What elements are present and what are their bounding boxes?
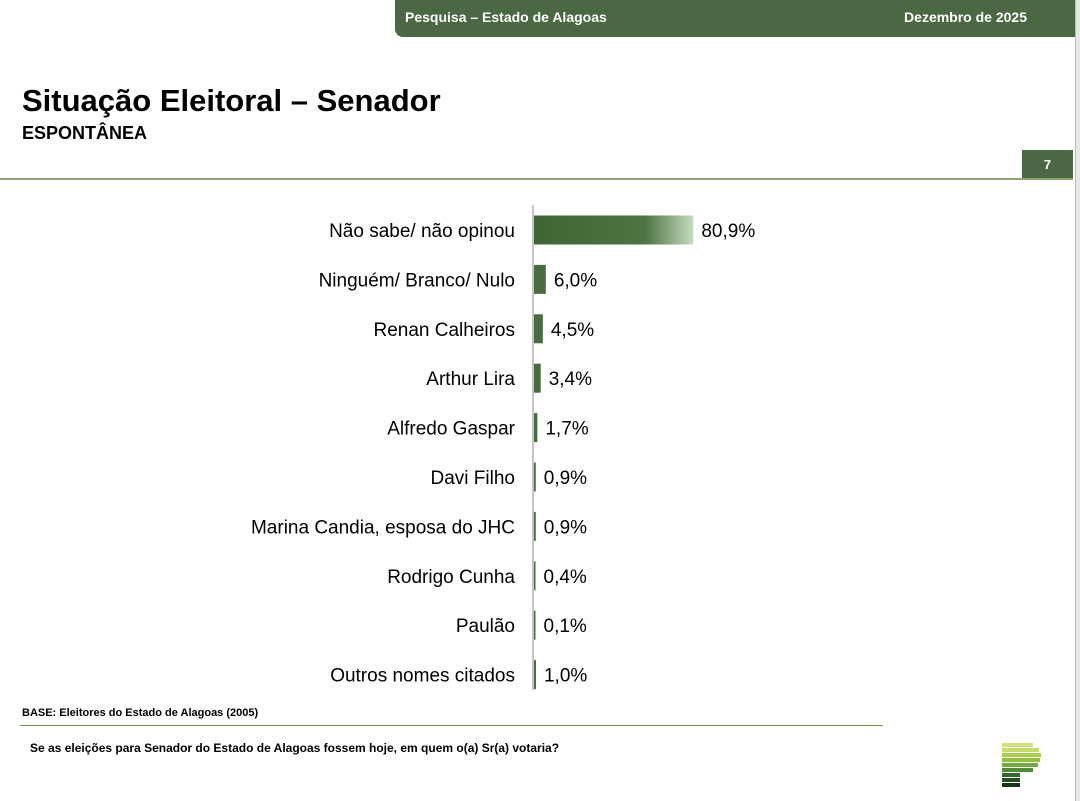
value-label: 1,7% (545, 419, 588, 440)
category-label: Outros nomes citados (330, 666, 515, 687)
survey-question: Se as eleições para Senador do Estado de… (30, 741, 560, 755)
category-label: Paulão (456, 616, 515, 637)
base-note: BASE: Eleitores do Estado de Alagoas (20… (22, 707, 259, 719)
category-label: Arthur Lira (426, 369, 515, 390)
bar (534, 511, 536, 541)
bar (534, 610, 536, 640)
bar (534, 264, 546, 294)
footer-divider (20, 725, 883, 726)
bar (534, 215, 694, 245)
bar (534, 660, 536, 690)
category-label: Renan Calheiros (373, 320, 515, 341)
bar (534, 413, 538, 443)
bar (534, 561, 536, 591)
page-title: Situação Eleitoral – Senador (22, 83, 441, 118)
value-label: 1,0% (544, 666, 587, 687)
header-survey-title: Pesquisa – Estado de Alagoas (405, 9, 607, 25)
category-label: Rodrigo Cunha (387, 567, 515, 588)
value-label: 0,4% (544, 567, 587, 588)
category-label: Davi Filho (431, 468, 515, 489)
value-label: 4,5% (551, 320, 594, 341)
bar (534, 314, 543, 344)
company-logo (1002, 743, 1041, 787)
header-bar: Pesquisa – Estado de Alagoas Dezembro de… (395, 0, 1075, 37)
header-date: Dezembro de 2025 (904, 9, 1027, 25)
category-label: Alfredo Gaspar (387, 419, 515, 440)
page-subtitle: ESPONTÂNEA (22, 123, 148, 143)
header-divider (0, 178, 1073, 180)
category-label: Marina Candia, esposa do JHC (251, 517, 515, 538)
value-label: 80,9% (701, 221, 755, 242)
value-label: 0,9% (544, 517, 587, 538)
category-label: Ninguém/ Branco/ Nulo (319, 270, 515, 291)
value-label: 3,4% (549, 369, 592, 390)
bar (534, 462, 536, 492)
value-label: 0,1% (544, 616, 587, 637)
page-number: 7 (1022, 150, 1073, 179)
category-label: Não sabe/ não opinou (329, 221, 515, 242)
value-label: 0,9% (544, 468, 587, 489)
value-label: 6,0% (554, 270, 597, 291)
page-edge (1075, 0, 1080, 801)
bar (534, 363, 541, 393)
